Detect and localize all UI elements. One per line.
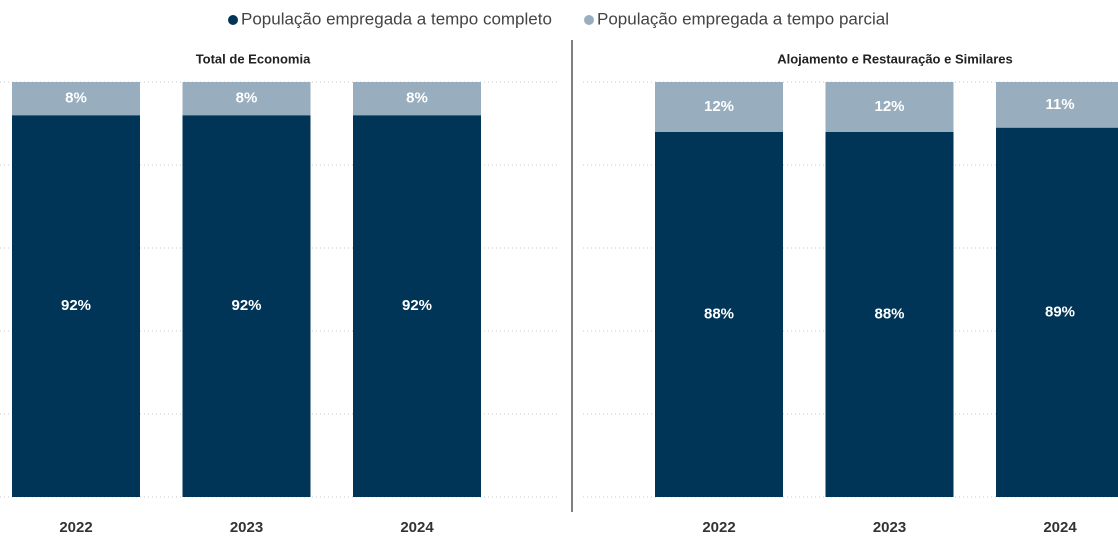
legend-label: População empregada a tempo parcial xyxy=(597,9,889,28)
bar-segment xyxy=(12,115,140,497)
data-label: 92% xyxy=(61,297,91,314)
legend-label: População empregada a tempo completo xyxy=(241,9,552,28)
bar-segment xyxy=(996,127,1118,498)
chart-title: Total de Economia xyxy=(196,51,311,66)
bar-segment xyxy=(182,82,311,116)
bar-segment xyxy=(353,115,481,497)
bar-segment xyxy=(825,82,954,132)
data-label: 89% xyxy=(1045,303,1075,320)
legend-marker xyxy=(228,15,238,25)
x-tick-label: 2024 xyxy=(400,519,434,535)
x-tick-label: 2024 xyxy=(1043,519,1077,535)
data-label: 12% xyxy=(704,98,734,115)
bar-segment xyxy=(825,131,954,498)
bar-segment xyxy=(12,82,140,116)
x-tick-label: 2022 xyxy=(702,519,735,535)
x-tick-label: 2023 xyxy=(230,519,263,535)
data-label: 92% xyxy=(402,297,432,314)
data-label: 8% xyxy=(65,90,87,107)
x-tick-label: 2022 xyxy=(59,519,92,535)
bar-segment xyxy=(353,82,481,116)
legend-marker xyxy=(584,15,594,25)
bar-segment xyxy=(655,131,783,498)
bar-segment xyxy=(182,115,311,497)
bar-segment xyxy=(996,82,1118,128)
data-label: 8% xyxy=(236,90,258,107)
chart-title: Alojamento e Restauração e Similares xyxy=(777,51,1013,66)
x-tick-label: 2023 xyxy=(873,519,906,535)
bar-segment xyxy=(655,82,783,132)
data-label: 12% xyxy=(874,98,904,115)
data-label: 8% xyxy=(406,90,428,107)
data-label: 88% xyxy=(704,305,734,322)
data-label: 92% xyxy=(231,297,261,314)
data-label: 11% xyxy=(1045,96,1074,113)
data-label: 88% xyxy=(874,305,904,322)
